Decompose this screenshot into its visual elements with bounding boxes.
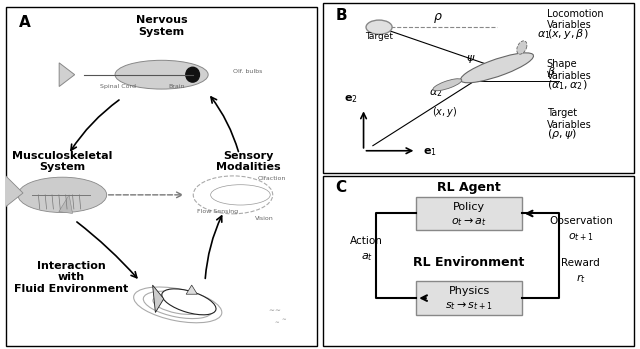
Ellipse shape xyxy=(211,185,270,205)
Ellipse shape xyxy=(115,60,208,89)
Polygon shape xyxy=(59,195,72,214)
Text: Musculoskeletal
System: Musculoskeletal System xyxy=(12,151,113,172)
Text: $\psi$: $\psi$ xyxy=(466,53,476,65)
Text: $s_t \rightarrow s_{t+1}$: $s_t \rightarrow s_{t+1}$ xyxy=(445,301,493,312)
Text: Vision: Vision xyxy=(255,216,273,221)
Ellipse shape xyxy=(433,79,462,91)
Ellipse shape xyxy=(516,41,527,54)
Text: $(x, y, \beta)$: $(x, y, \beta)$ xyxy=(547,27,588,41)
Text: Spinal Cord: Spinal Cord xyxy=(100,84,136,89)
Bar xyxy=(417,281,522,315)
Text: $\sim$: $\sim$ xyxy=(280,316,287,321)
Polygon shape xyxy=(152,285,164,312)
Text: Physics: Physics xyxy=(449,286,490,296)
Text: $o_t \rightarrow a_t$: $o_t \rightarrow a_t$ xyxy=(451,216,487,228)
Text: B: B xyxy=(335,8,348,23)
Text: $(\rho, \psi)$: $(\rho, \psi)$ xyxy=(547,127,577,141)
Text: $\rho$: $\rho$ xyxy=(433,12,443,25)
Text: $o_{t+1}$: $o_{t+1}$ xyxy=(568,231,594,243)
Text: $\sim$: $\sim$ xyxy=(273,319,280,325)
Ellipse shape xyxy=(18,177,107,213)
Text: Observation: Observation xyxy=(549,216,612,226)
Text: Policy: Policy xyxy=(453,202,485,212)
Ellipse shape xyxy=(162,289,216,315)
Text: $\alpha_2$: $\alpha_2$ xyxy=(429,87,442,99)
Text: $a_t$: $a_t$ xyxy=(360,251,372,263)
Text: RL Agent: RL Agent xyxy=(437,181,501,194)
Text: $(\alpha_1, \alpha_2)$: $(\alpha_1, \alpha_2)$ xyxy=(547,78,588,92)
Circle shape xyxy=(366,20,392,34)
Polygon shape xyxy=(59,63,75,87)
Text: $\sim\!\!\sim$: $\sim\!\!\sim$ xyxy=(267,307,282,313)
Bar xyxy=(417,196,522,230)
Text: $\mathbf{e}_1$: $\mathbf{e}_1$ xyxy=(422,146,436,158)
Polygon shape xyxy=(186,285,197,294)
Text: Sensory
Modalities: Sensory Modalities xyxy=(216,151,281,172)
Text: Reward: Reward xyxy=(561,258,600,268)
Text: RL Environment: RL Environment xyxy=(413,256,525,269)
Text: $(x, y)$: $(x, y)$ xyxy=(432,105,457,119)
Text: Brain: Brain xyxy=(169,84,186,89)
Text: Interaction
with
Fluid Environment: Interaction with Fluid Environment xyxy=(15,261,129,294)
Text: Shape
Variables: Shape Variables xyxy=(547,59,591,81)
Circle shape xyxy=(186,67,200,82)
Text: $r_t$: $r_t$ xyxy=(576,272,586,285)
Text: Locomotion
Variables: Locomotion Variables xyxy=(547,9,604,30)
Text: Action: Action xyxy=(350,236,383,246)
Text: $\alpha_1$: $\alpha_1$ xyxy=(538,29,551,41)
Text: $\beta$: $\beta$ xyxy=(547,65,556,79)
Text: Target: Target xyxy=(365,32,393,41)
Text: A: A xyxy=(19,15,31,30)
Text: C: C xyxy=(335,180,347,195)
Text: Olf. bulbs: Olf. bulbs xyxy=(233,69,262,74)
Text: Nervous
System: Nervous System xyxy=(136,15,188,37)
Polygon shape xyxy=(4,174,23,208)
Ellipse shape xyxy=(461,53,534,83)
Text: $\mathbf{e}_2$: $\mathbf{e}_2$ xyxy=(344,93,357,105)
Text: Olfaction: Olfaction xyxy=(258,176,286,181)
Text: Flow Sensing: Flow Sensing xyxy=(197,209,238,215)
Text: Target
Variables: Target Variables xyxy=(547,109,591,130)
